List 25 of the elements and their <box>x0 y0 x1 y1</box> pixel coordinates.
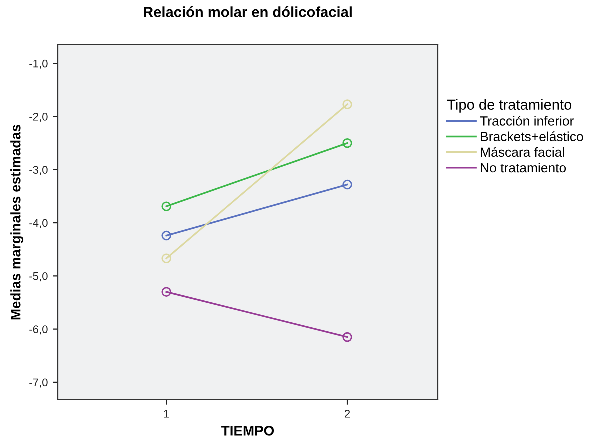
legend-label: Máscara facial <box>481 147 564 158</box>
point <box>162 202 172 212</box>
y-tick-label: -1,0 <box>30 60 48 70</box>
point <box>342 100 352 110</box>
point <box>162 230 172 241</box>
y-tick-label: -4,0 <box>30 219 48 228</box>
y-tick-label: -2,0 <box>30 113 48 122</box>
x-tick-label: 2 <box>344 410 350 418</box>
legend-label: No tratamiento <box>481 162 566 173</box>
point <box>162 287 172 297</box>
x-tick-label: 1 <box>164 410 170 418</box>
point <box>162 254 172 264</box>
point <box>342 180 352 190</box>
x-axis-title: TIEMPO <box>222 426 274 436</box>
legend-label: Brackets+elástico <box>481 132 584 142</box>
y-tick-label: -7,0 <box>30 378 48 388</box>
point <box>342 138 352 148</box>
y-axis-title: Medias marginales estimadas <box>10 125 24 320</box>
y-tick-label: -5,0 <box>30 272 48 282</box>
chart-title: Relación molar en dólicofacial <box>144 6 352 18</box>
y-tick-label: -3,0 <box>30 166 48 176</box>
y-tick-label: -6,0 <box>30 326 48 335</box>
legend-title: Tipo de tratamiento <box>447 99 572 113</box>
legend-label: Tracción inferior <box>480 116 574 126</box>
point <box>342 332 352 342</box>
